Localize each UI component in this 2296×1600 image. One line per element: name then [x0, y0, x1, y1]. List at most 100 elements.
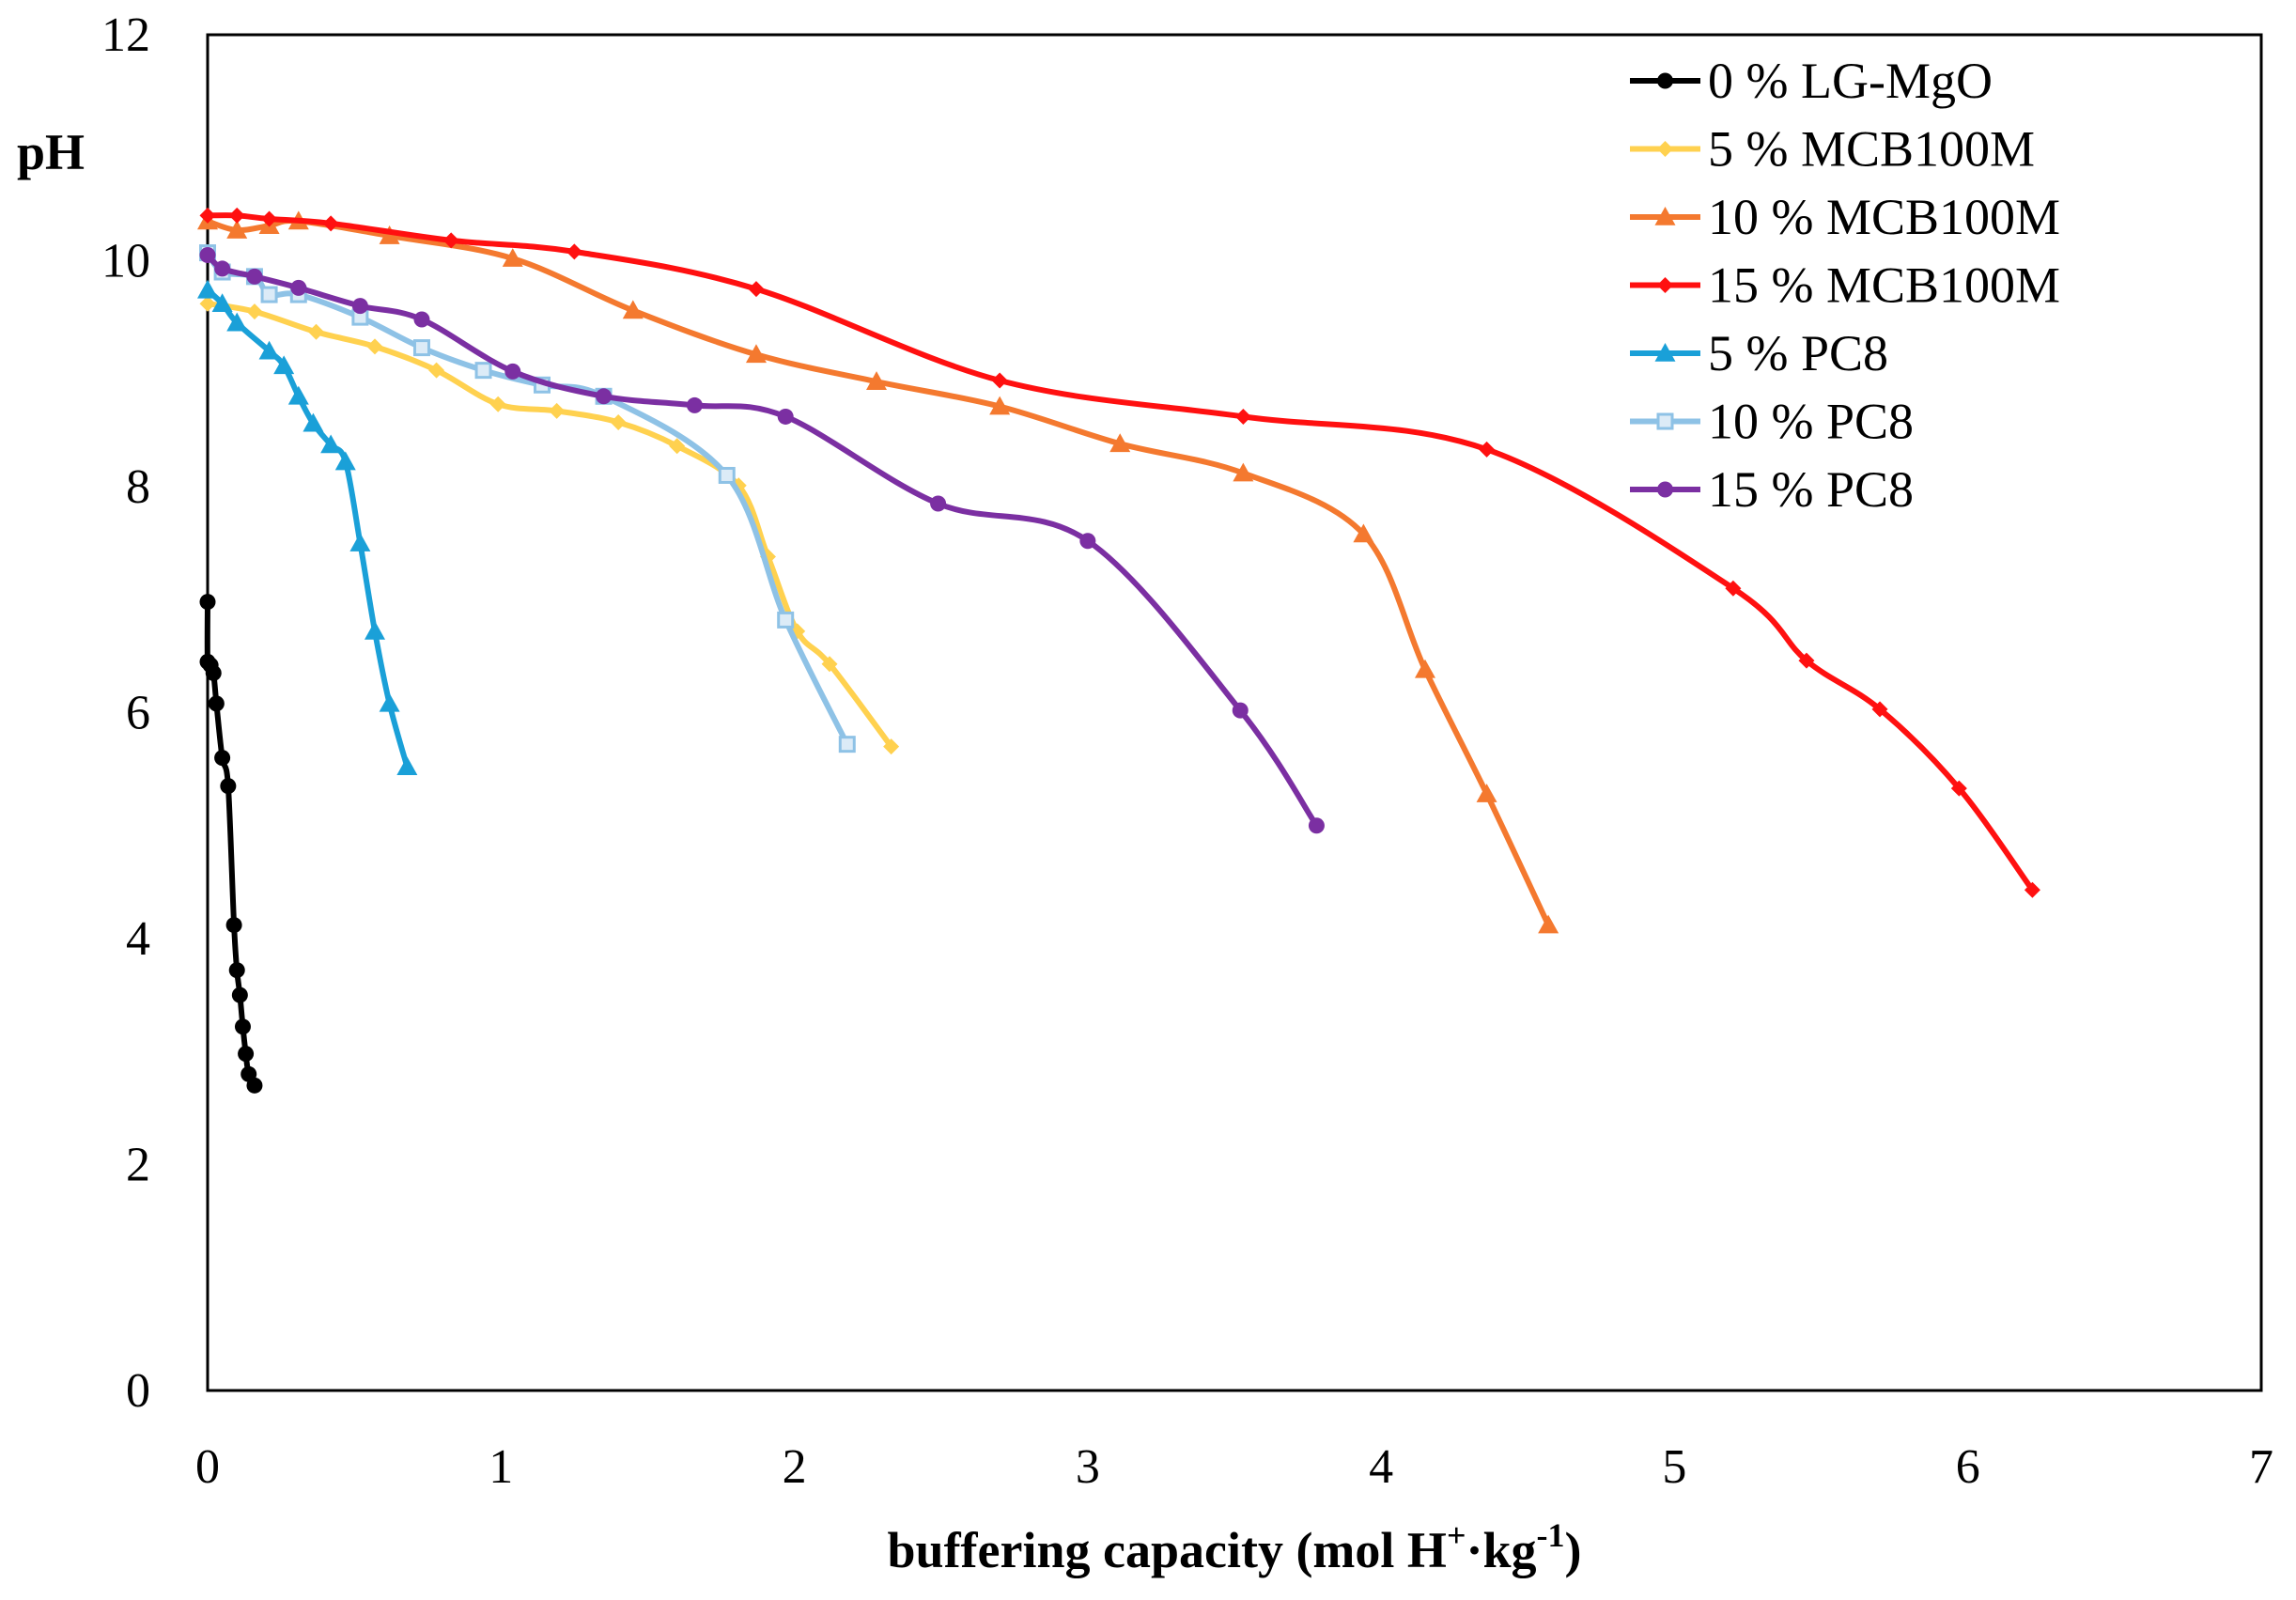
data-point-5-pct-mcb100m — [428, 362, 445, 379]
series-5-pct-pc8 — [197, 279, 418, 776]
y-tick-label: 8 — [126, 460, 150, 514]
data-point-15-pct-pc8 — [199, 246, 216, 263]
data-point-10-pct-mcb100m — [226, 220, 248, 239]
legend-label: 15 % MCB100M — [1708, 257, 2060, 314]
data-point-5-pct-mcb100m — [549, 402, 566, 419]
data-point-0-pct-lg-mgo — [231, 986, 248, 1003]
data-point-15-pct-mcb100m — [261, 210, 278, 227]
data-point-10-pct-mcb100m — [1353, 523, 1374, 543]
y-tick-label: 6 — [126, 687, 150, 740]
legend-entry-5-pct-pc8: 5 % PC8 — [1630, 325, 1888, 381]
data-point-5-pct-pc8 — [303, 412, 324, 432]
data-point-15-pct-mcb100m — [1479, 441, 1496, 458]
legend-marker — [1657, 72, 1673, 89]
data-point-10-pct-mcb100m — [1109, 433, 1131, 453]
legend-entry-5-pct-mcb100m: 5 % MCB100M — [1630, 121, 2035, 178]
x-tick-label: 2 — [783, 1440, 807, 1494]
y-tick-label: 10 — [101, 235, 150, 288]
data-point-10-pct-mcb100m — [1538, 914, 1559, 934]
data-point-5-pct-pc8 — [396, 756, 418, 776]
data-point-15-pct-mcb100m — [566, 243, 582, 260]
legend-label: 10 % MCB100M — [1708, 189, 2060, 245]
data-point-10-pct-mcb100m — [379, 225, 400, 244]
data-point-5-pct-pc8 — [287, 385, 309, 405]
data-point-15-pct-mcb100m — [228, 207, 245, 224]
data-point-5-pct-mcb100m — [883, 738, 900, 755]
x-axis-title-sup2: -1 — [1537, 1516, 1565, 1554]
data-point-10-pct-pc8 — [474, 362, 492, 380]
series-layer — [197, 207, 2040, 1094]
y-axis-title: pH — [17, 124, 85, 180]
data-point-15-pct-mcb100m — [748, 281, 765, 298]
legend-label: 5 % MCB100M — [1708, 121, 2035, 178]
legend-marker — [1657, 141, 1673, 157]
data-point-5-pct-pc8 — [197, 279, 218, 299]
legend-label: 0 % LG-MgO — [1708, 53, 1993, 109]
data-point-5-pct-mcb100m — [308, 323, 325, 340]
data-point-0-pct-lg-mgo — [228, 962, 245, 979]
series-line-10-pct-mcb100m — [205, 218, 1552, 928]
legend-label: 10 % PC8 — [1708, 394, 1914, 450]
y-tick-label: 2 — [126, 1139, 150, 1192]
data-point-10-pct-mcb100m — [502, 248, 523, 267]
data-point-15-pct-pc8 — [351, 298, 368, 315]
data-point-0-pct-lg-mgo — [205, 664, 222, 681]
data-point-5-pct-pc8 — [320, 434, 342, 454]
data-point-15-pct-mcb100m — [1950, 780, 1967, 797]
data-point-15-pct-pc8 — [596, 388, 613, 405]
data-point-15-pct-mcb100m — [1798, 652, 1815, 669]
data-point-5-pct-pc8 — [349, 533, 371, 551]
data-point-0-pct-lg-mgo — [199, 594, 216, 611]
legend-marker — [1657, 481, 1673, 498]
data-point-5-pct-pc8 — [365, 620, 386, 640]
data-point-0-pct-lg-mgo — [238, 1046, 255, 1063]
legend: 0 % LG-MgO 5 % MCB100M 10 % MCB100M 15 % MC… — [1630, 53, 2060, 518]
legend-marker — [1654, 207, 1676, 225]
data-point-10-pct-pc8 — [718, 466, 736, 484]
data-point-5-pct-mcb100m — [610, 413, 627, 430]
x-axis-title: buffering capacity (mol H+·kg-1) — [888, 1516, 1582, 1578]
data-point-10-pct-pc8 — [412, 339, 430, 357]
data-point-10-pct-mcb100m — [745, 344, 767, 364]
data-point-15-pct-pc8 — [214, 260, 231, 277]
series-5-pct-mcb100m — [199, 295, 900, 755]
data-point-10-pct-mcb100m — [622, 300, 644, 319]
data-point-5-pct-mcb100m — [821, 656, 838, 673]
data-point-15-pct-pc8 — [413, 311, 430, 328]
x-tick-label: 3 — [1076, 1440, 1100, 1494]
data-point-15-pct-pc8 — [1308, 817, 1325, 834]
series-line-5-pct-mcb100m — [205, 301, 894, 750]
series-15-pct-pc8 — [199, 246, 1325, 834]
data-point-5-pct-mcb100m — [199, 295, 216, 312]
data-point-5-pct-mcb100m — [489, 396, 506, 412]
y-tick-label: 0 — [126, 1364, 150, 1418]
data-point-5-pct-pc8 — [379, 692, 400, 712]
data-point-10-pct-pc8 — [777, 611, 795, 629]
data-point-15-pct-pc8 — [777, 408, 794, 425]
legend-marker — [1657, 277, 1673, 293]
data-point-0-pct-lg-mgo — [246, 1077, 263, 1094]
data-point-0-pct-lg-mgo — [214, 750, 231, 767]
x-tick-label: 4 — [1369, 1440, 1393, 1494]
legend-marker — [1654, 343, 1676, 362]
x-tick-label: 7 — [2249, 1440, 2273, 1494]
data-point-15-pct-mcb100m — [322, 215, 339, 232]
data-point-10-pct-mcb100m — [989, 396, 1011, 415]
data-point-10-pct-mcb100m — [866, 371, 888, 390]
data-point-15-pct-pc8 — [1232, 702, 1249, 719]
legend-entry-0-pct-lg-mgo: 0 % LG-MgO — [1630, 53, 1993, 109]
x-tick-label: 1 — [489, 1440, 513, 1494]
x-axis-title-main: buffering capacity (mol H — [888, 1522, 1447, 1578]
legend-entry-10-pct-mcb100m: 10 % MCB100M — [1630, 189, 2060, 245]
data-point-15-pct-mcb100m — [991, 372, 1008, 389]
data-point-15-pct-mcb100m — [199, 207, 216, 224]
data-point-15-pct-mcb100m — [442, 232, 459, 249]
legend-marker — [1656, 412, 1674, 430]
data-point-10-pct-mcb100m — [1233, 462, 1254, 482]
x-axis-title-mid: ·kg — [1466, 1522, 1536, 1578]
data-point-0-pct-lg-mgo — [220, 778, 237, 795]
x-axis: 0 1 2 3 4 5 6 7 — [195, 1440, 2273, 1494]
data-point-10-pct-pc8 — [838, 736, 856, 753]
data-point-0-pct-lg-mgo — [208, 695, 225, 712]
